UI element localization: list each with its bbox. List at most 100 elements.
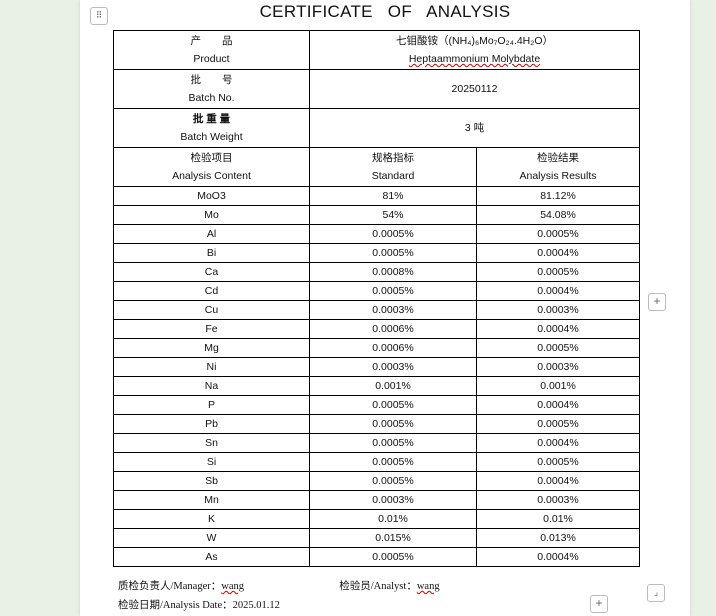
page-title: CERTIFICATE OF ANALYSIS xyxy=(259,2,511,21)
table-row: Fe 0.0006% 0.0004% xyxy=(113,319,640,339)
col-header-en: Standard xyxy=(371,170,415,182)
result-value: 0.013% xyxy=(476,528,640,548)
standard-value: 54% xyxy=(309,205,477,225)
result-value: 0.0004% xyxy=(476,547,640,567)
result-value: 0.0005% xyxy=(476,452,640,472)
result-value: 0.01% xyxy=(476,509,640,529)
batch-weight-label-cn: 批 重 量 xyxy=(192,113,231,125)
element-name: Mg xyxy=(113,338,310,358)
standard-value: 81% xyxy=(309,186,477,206)
col-header-cn: 检验项目 xyxy=(190,152,233,164)
standard-value: 0.0005% xyxy=(309,243,477,263)
standard-value: 0.0006% xyxy=(309,338,477,358)
col-header-cn: 检验结果 xyxy=(537,152,579,164)
result-value: 0.0004% xyxy=(476,319,640,339)
element-name: Cu xyxy=(113,300,310,320)
table-row: Mn 0.0003% 0.0003% xyxy=(113,490,640,510)
result-value: 0.0005% xyxy=(476,262,640,282)
result-value: 0.0004% xyxy=(476,471,640,491)
standard-value: 0.0005% xyxy=(309,471,477,491)
result-value: 0.0005% xyxy=(476,414,640,434)
analyst-label: 检验员/Analyst： xyxy=(339,581,417,592)
standard-value: 0.001% xyxy=(309,376,477,396)
column-header-row: 检验项目 Analysis Content 规格指标 Standard 检验结果 An… xyxy=(113,147,640,187)
table-row: K 0.01% 0.01% xyxy=(113,509,640,529)
standard-value: 0.0005% xyxy=(309,433,477,453)
table-row: Al 0.0005% 0.0005% xyxy=(113,224,640,244)
batch-no-label-en: Batch No. xyxy=(188,92,235,104)
coa-table[interactable]: 产 品 Product 七钼酸铵（(NH₄)₆Mo₇O₂₄.4H₂O） Heptaa… xyxy=(113,30,640,567)
table-row: Sn 0.0005% 0.0004% xyxy=(113,433,640,453)
element-name: Sn xyxy=(113,433,310,453)
standard-value: 0.0005% xyxy=(309,395,477,415)
result-value: 0.001% xyxy=(476,376,640,396)
footer-signatures: 质检负责人/Manager：wang 检验员/Analyst：wang xyxy=(118,580,440,593)
standard-value: 0.0003% xyxy=(309,300,477,320)
batch-weight-label-en: Batch Weight xyxy=(180,131,243,143)
table-row: Mo 54% 54.08% xyxy=(113,205,640,225)
element-name: As xyxy=(113,547,310,567)
element-name: Al xyxy=(113,224,310,244)
batch-no-value: 20250112 xyxy=(309,69,640,109)
table-row: Cu 0.0003% 0.0003% xyxy=(113,300,640,320)
product-value-en: Heptaammonium Molybdate xyxy=(408,53,541,65)
batch-no-label-cn: 批 号 xyxy=(190,74,233,86)
batch-weight-row: 批 重 量 Batch Weight 3 吨 xyxy=(113,108,640,148)
manager-name: wang xyxy=(221,581,244,592)
element-name: Pb xyxy=(113,414,310,434)
standard-value: 0.0008% xyxy=(309,262,477,282)
standard-value: 0.0005% xyxy=(309,281,477,301)
batch-weight-value: 3 吨 xyxy=(309,108,640,148)
standard-value: 0.0003% xyxy=(309,490,477,510)
element-name: Na xyxy=(113,376,310,396)
element-name: Mo xyxy=(113,205,310,225)
standard-value: 0.015% xyxy=(309,528,477,548)
result-value: 0.0004% xyxy=(476,433,640,453)
table-row: Bi 0.0005% 0.0004% xyxy=(113,243,640,263)
element-name: Ca xyxy=(113,262,310,282)
result-value: 54.08% xyxy=(476,205,640,225)
product-value-cn: 七钼酸铵（(NH₄)₆Mo₇O₂₄.4H₂O） xyxy=(396,35,553,47)
standard-value: 0.0005% xyxy=(309,224,477,244)
table-row: W 0.015% 0.013% xyxy=(113,528,640,548)
element-name: P xyxy=(113,395,310,415)
standard-value: 0.0005% xyxy=(309,547,477,567)
result-value: 81.12% xyxy=(476,186,640,206)
table-row: Ni 0.0003% 0.0003% xyxy=(113,357,640,377)
date-label: 检验日期/Analysis Date： xyxy=(118,600,233,611)
table-row: P 0.0005% 0.0004% xyxy=(113,395,640,415)
result-value: 0.0005% xyxy=(476,224,640,244)
standard-value: 0.0006% xyxy=(309,319,477,339)
element-name: MoO3 xyxy=(113,186,310,206)
table-row: Na 0.001% 0.001% xyxy=(113,376,640,396)
element-name: Cd xyxy=(113,281,310,301)
col-header-en: Analysis Results xyxy=(519,170,597,182)
col-header-cn: 规格指标 xyxy=(372,152,414,164)
move-handle-icon[interactable]: ⠿ xyxy=(90,7,108,25)
document-page: CERTIFICATE OF ANALYSIS 产 品 Product 七钼酸铵（… xyxy=(80,0,690,616)
result-value: 0.0005% xyxy=(476,338,640,358)
result-value: 0.0004% xyxy=(476,281,640,301)
table-row: Mg 0.0006% 0.0005% xyxy=(113,338,640,358)
add-row-plus-icon[interactable]: + xyxy=(590,595,608,613)
resize-corner-icon[interactable]: ⌟ xyxy=(647,584,665,602)
table-row: Si 0.0005% 0.0005% xyxy=(113,452,640,472)
table-row: Sb 0.0005% 0.0004% xyxy=(113,471,640,491)
add-column-plus-icon[interactable]: + xyxy=(648,293,666,311)
result-value: 0.0004% xyxy=(476,243,640,263)
table-row: MoO3 81% 81.12% xyxy=(113,186,640,206)
product-label-cn: 产 品 xyxy=(190,35,233,47)
table-row: Ca 0.0008% 0.0005% xyxy=(113,262,640,282)
table-row: As 0.0005% 0.0004% xyxy=(113,547,640,567)
manager-label: 质检负责人/Manager： xyxy=(118,581,222,592)
standard-value: 0.0005% xyxy=(309,452,477,472)
table-row: Pb 0.0005% 0.0005% xyxy=(113,414,640,434)
result-value: 0.0004% xyxy=(476,395,640,415)
result-value: 0.0003% xyxy=(476,300,640,320)
element-name: Ni xyxy=(113,357,310,377)
result-value: 0.0003% xyxy=(476,357,640,377)
analyst-name: wang xyxy=(416,581,440,592)
element-name: K xyxy=(113,509,310,529)
element-name: Mn xyxy=(113,490,310,510)
analysis-date: 2025.01.12 xyxy=(232,600,280,611)
